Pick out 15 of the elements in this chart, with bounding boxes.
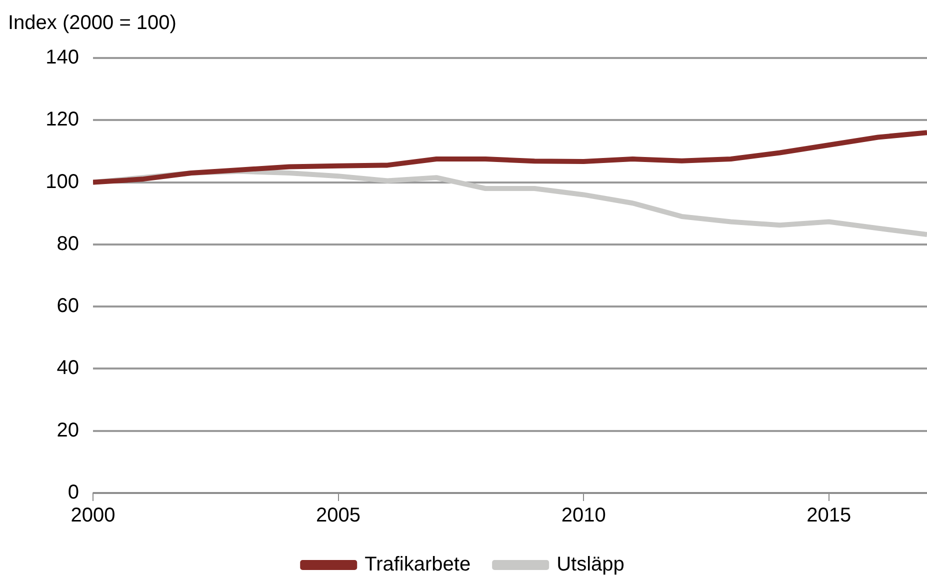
y-tick-label: 140 [46, 46, 79, 69]
x-tick-label: 2015 [806, 504, 852, 527]
y-tick-label: 100 [46, 170, 79, 193]
x-tick-label: 2000 [70, 504, 116, 527]
x-tick-label: 2010 [561, 504, 606, 527]
x-tick-label: 2005 [316, 504, 361, 527]
legend-label: Utsläpp [556, 554, 624, 576]
y-tick-label: 20 [56, 419, 79, 442]
y-axis-title: Index (2000 = 100) [8, 12, 176, 35]
y-tick-label: 0 [68, 482, 79, 504]
legend-label: Trafikarbete [364, 554, 471, 576]
y-tick-label: 40 [56, 357, 79, 380]
y-tick-label: 60 [56, 295, 79, 318]
y-tick-label: 120 [46, 108, 79, 131]
y-tick-label: 80 [56, 232, 79, 255]
